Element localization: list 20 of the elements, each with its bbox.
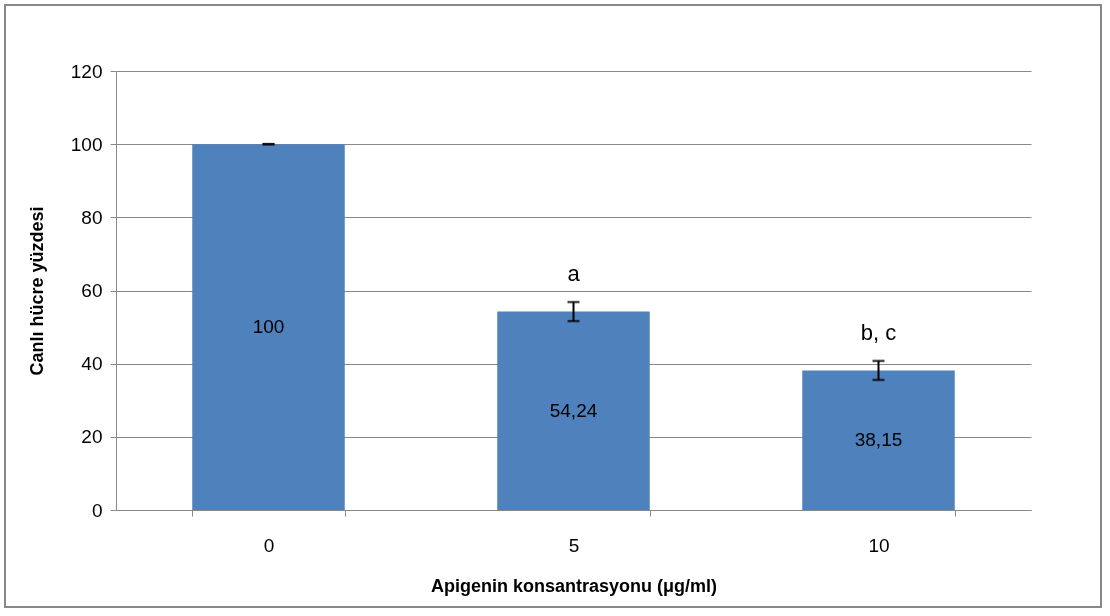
y-axis-title: Canlı hücre yüzdesi <box>26 206 47 376</box>
y-tick-label: 100 <box>70 133 103 155</box>
annotation: b, c <box>860 319 897 345</box>
bar <box>802 370 955 510</box>
data-label: 54,24 <box>549 399 598 421</box>
y-tick-label: 80 <box>81 206 103 228</box>
y-tick-label: 20 <box>81 426 103 448</box>
bar <box>497 311 650 510</box>
y-tick-label: 40 <box>81 353 103 375</box>
annotation: a <box>567 261 581 287</box>
data-label: 38,15 <box>854 429 903 451</box>
data-label: 100 <box>252 316 285 338</box>
x-axis-title: Apigenin konsantrasyonu (μg/ml) <box>430 575 718 596</box>
x-tick-label: 0 <box>263 534 275 556</box>
x-tick-label: 5 <box>568 534 580 556</box>
y-tick-label: 60 <box>81 280 103 301</box>
y-tick-label: 0 <box>91 499 103 521</box>
x-tick-label: 10 <box>868 534 890 556</box>
y-tick-label: 120 <box>70 60 103 82</box>
bar <box>192 144 345 510</box>
